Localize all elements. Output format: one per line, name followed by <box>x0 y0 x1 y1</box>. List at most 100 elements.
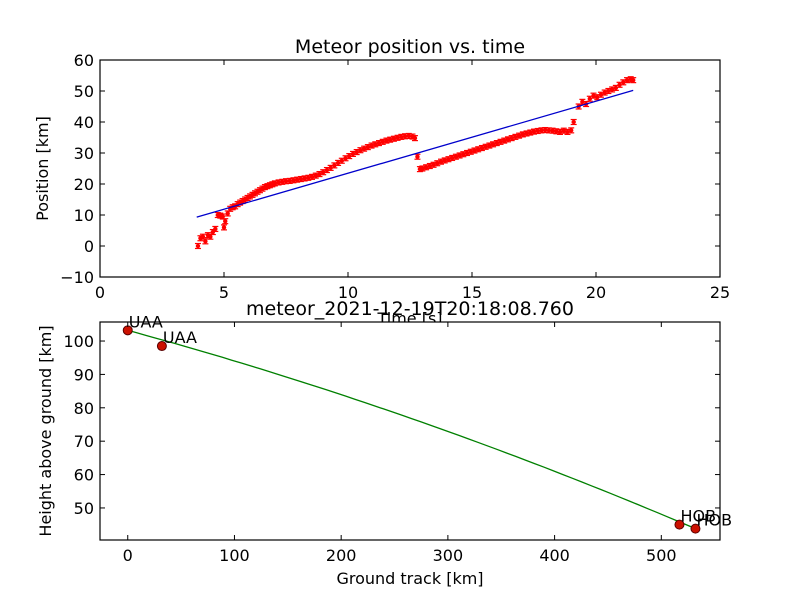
marker <box>225 211 230 216</box>
data-point <box>279 178 286 185</box>
y-tick-label: 50 <box>74 82 94 101</box>
plot-frame <box>99 59 721 278</box>
marker <box>339 158 344 163</box>
station-marker <box>156 341 167 352</box>
x-tick-label: 100 <box>219 546 250 565</box>
data-point <box>361 145 368 152</box>
x-tick-label: 500 <box>646 546 677 565</box>
marker <box>595 95 600 100</box>
x-tick-label: 200 <box>326 546 357 565</box>
y-tick-label: 100 <box>63 332 94 351</box>
marker <box>598 92 604 97</box>
data-point <box>346 153 353 160</box>
y-tick-label: 30 <box>74 144 94 163</box>
data-point <box>411 135 418 142</box>
marker <box>221 225 227 230</box>
data-point <box>323 166 330 174</box>
y-tick-label: 80 <box>74 399 94 418</box>
data-point <box>398 133 405 140</box>
data-point <box>630 77 637 84</box>
marker <box>294 177 300 182</box>
marker <box>328 165 333 171</box>
data-point <box>275 179 282 186</box>
data-point <box>419 165 426 172</box>
marker <box>569 128 574 133</box>
plot-area <box>100 322 720 540</box>
marker <box>399 134 404 140</box>
marker <box>208 234 213 239</box>
y-tick-label: 60 <box>74 51 94 70</box>
marker <box>350 151 356 157</box>
data-point <box>616 81 623 88</box>
marker <box>550 128 555 133</box>
marker <box>283 179 289 184</box>
y-tick-label: 20 <box>74 175 94 194</box>
y-axis-label: Position [km] <box>33 116 52 221</box>
y-tick-label: 70 <box>74 432 94 451</box>
marker <box>223 219 228 224</box>
station-label: HOB <box>696 511 732 530</box>
marker <box>220 214 225 219</box>
marker <box>321 170 326 175</box>
marker <box>617 82 622 88</box>
marker <box>531 129 537 134</box>
data-point <box>222 218 229 225</box>
data-point <box>294 176 301 183</box>
data-point <box>549 127 556 134</box>
data-point <box>286 177 293 184</box>
marker <box>554 129 559 134</box>
data-point <box>597 91 604 98</box>
marker <box>302 176 307 181</box>
x-tick-label: 5 <box>219 283 229 302</box>
marker <box>324 167 330 173</box>
data-point <box>327 164 334 171</box>
plot-title: Meteor position vs. time <box>295 36 525 58</box>
y-axis-label: Height above ground [km] <box>36 325 55 536</box>
marker <box>343 156 348 161</box>
marker <box>195 243 201 249</box>
x-tick-label: 0 <box>95 283 105 302</box>
data-point <box>335 159 342 166</box>
marker <box>539 128 544 133</box>
marker <box>203 239 208 244</box>
marker <box>335 160 341 166</box>
data-point <box>290 177 297 184</box>
y-tick-label: 60 <box>74 466 94 485</box>
data-point <box>624 77 630 84</box>
data-point <box>531 128 537 135</box>
marker <box>406 133 411 139</box>
y-tick-label: 0 <box>84 237 94 256</box>
station-marker <box>674 519 685 530</box>
marker <box>535 128 540 134</box>
marker <box>347 153 352 159</box>
data-point <box>221 224 227 231</box>
marker <box>613 85 619 91</box>
position-time-plot: Meteor position vs. time 0 5 10 15 20 25−1001… <box>33 36 730 328</box>
plot-frame <box>99 321 721 541</box>
marker <box>200 234 206 239</box>
data-point <box>405 132 412 140</box>
marker <box>412 135 418 141</box>
marker <box>546 128 552 133</box>
y-tick-label: 40 <box>74 113 94 132</box>
x-tick-label: 400 <box>539 546 570 565</box>
x-tick-label: 300 <box>433 546 464 565</box>
x-tick-label: 10 <box>338 283 358 302</box>
data-point <box>553 128 560 135</box>
fit-line <box>196 89 634 218</box>
data-point <box>301 175 308 182</box>
data-point <box>271 180 278 187</box>
marker <box>621 80 626 85</box>
marker <box>317 171 322 177</box>
data-point <box>534 127 541 135</box>
plot-title: meteor_2021-12-19T20:18:08.760 <box>246 298 574 320</box>
marker <box>542 127 548 133</box>
data-point <box>430 161 437 168</box>
marker <box>298 176 304 182</box>
x-tick-label: 0 <box>123 546 133 565</box>
data-point <box>568 127 575 134</box>
x-tick-label: 20 <box>586 283 606 302</box>
marker <box>587 96 592 101</box>
data-point <box>456 152 463 159</box>
